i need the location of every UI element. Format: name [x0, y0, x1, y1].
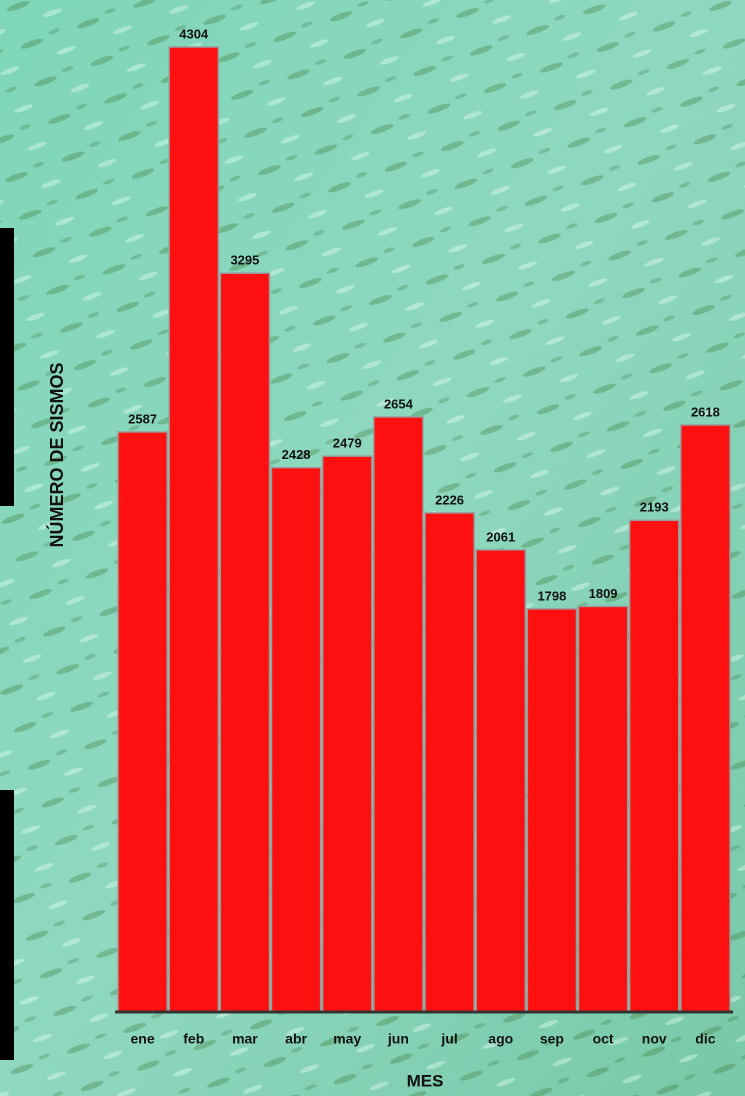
bar: [630, 520, 679, 1012]
value-label: 2587: [128, 411, 157, 426]
x-axis-title: MES: [407, 1071, 444, 1090]
value-label: 2428: [282, 447, 311, 462]
bar: [323, 456, 372, 1012]
value-label: 2618: [691, 404, 720, 419]
x-tick-label: abr: [285, 1031, 307, 1047]
x-tick-label: jun: [387, 1031, 409, 1047]
bar: [220, 273, 269, 1012]
value-label: 2193: [640, 500, 669, 515]
x-tick-label: may: [333, 1031, 361, 1047]
x-tick-label: ago: [488, 1031, 513, 1047]
x-tick-label: mar: [232, 1031, 258, 1047]
chart: MES NÚMERO DE SISMOS 2587 ene 4304 feb 3295 m…: [0, 0, 745, 1096]
x-tick-label: ene: [131, 1031, 155, 1047]
x-tick-label: feb: [183, 1031, 204, 1047]
bar: [681, 425, 730, 1012]
bar: [476, 550, 525, 1012]
bar: [425, 513, 474, 1012]
value-label: 2061: [486, 529, 515, 544]
bar: [169, 47, 218, 1012]
bar: [374, 417, 423, 1012]
bar: [118, 432, 167, 1012]
value-label: 3295: [230, 253, 259, 268]
bar: [579, 606, 628, 1012]
bar: [527, 609, 576, 1012]
x-tick-label: jul: [440, 1031, 457, 1047]
value-label: 2479: [333, 436, 362, 451]
edge-bar: [0, 228, 14, 506]
x-tick-label: dic: [695, 1031, 715, 1047]
value-label: 1798: [537, 588, 566, 603]
value-label: 2654: [384, 396, 414, 411]
y-axis-title: NÚMERO DE SISMOS: [46, 362, 67, 547]
x-tick-label: sep: [540, 1031, 564, 1047]
x-tick-label: oct: [593, 1031, 614, 1047]
value-label: 2226: [435, 492, 464, 507]
value-label: 1809: [589, 586, 618, 601]
value-label: 4304: [179, 26, 209, 41]
bar: [272, 468, 321, 1012]
x-tick-label: nov: [642, 1031, 667, 1047]
edge-bar: [0, 790, 14, 1060]
